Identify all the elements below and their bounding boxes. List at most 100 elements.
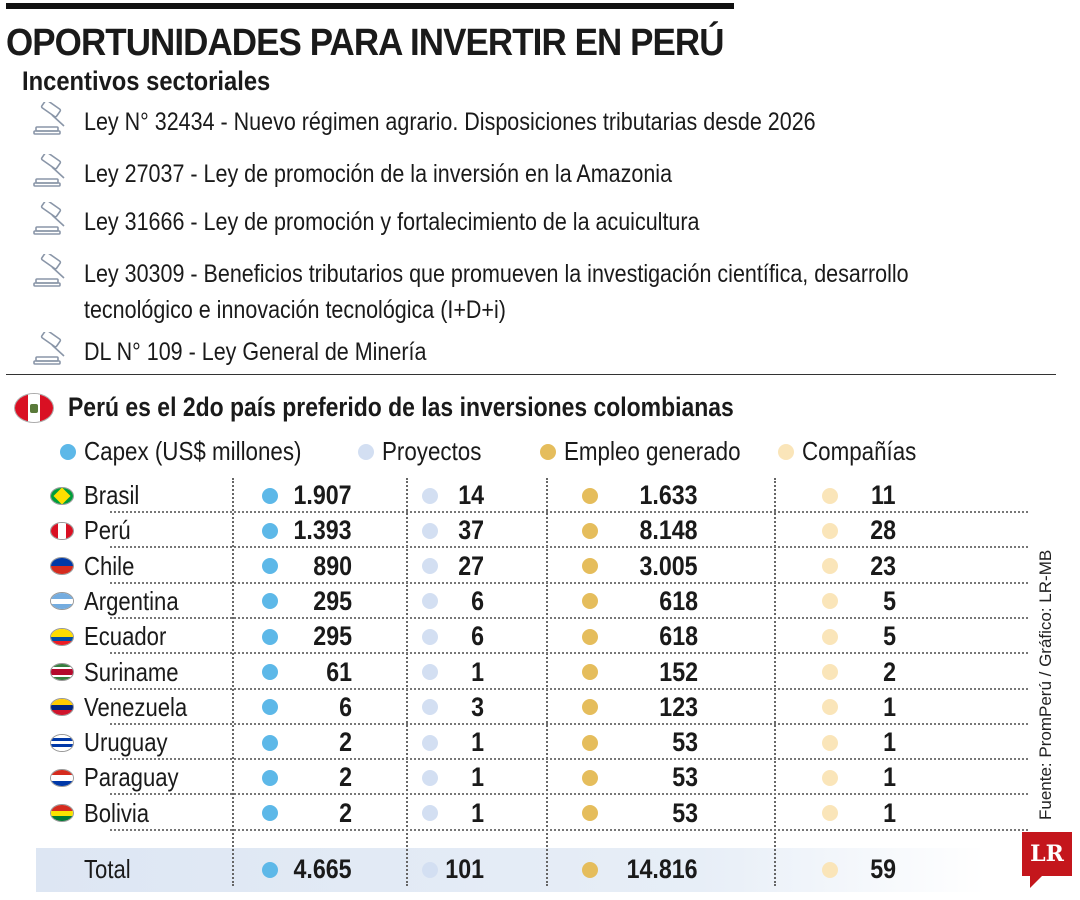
companias-value: 5 [883,585,896,616]
capex-value: 6 [339,691,352,722]
empleo-cell: 8.148 [578,513,698,548]
legend-label: Empleo generado [564,436,741,466]
column-divider [546,478,548,886]
value-dot-icon [822,619,838,654]
legend-item: Compañías [778,436,935,467]
table-row: Brasil 1.907 14 1.633 11 [40,478,1030,513]
table-row: Chile 890 27 3.005 23 [40,549,1030,584]
value-dot-icon [262,584,278,619]
companias-value: 23 [870,550,896,581]
empleo-value: 618 [659,621,698,652]
value-dot-icon [582,852,598,887]
proyectos-value: 1 [471,797,484,828]
table-row: Venezuela 6 3 123 1 [40,690,1030,725]
value-dot-icon [422,513,438,548]
law-item: Ley N° 32434 - Nuevo régimen agrario. Di… [32,99,1080,140]
capex-cell: 295 [232,619,352,654]
capex-value: 2 [339,797,352,828]
value-dot-icon [262,690,278,725]
country-flag-icon [50,557,74,576]
value-dot-icon [262,725,278,760]
legend-label: Capex (US$ millones) [84,436,302,466]
companias-value: 11 [871,480,896,510]
proyectos-value: 37 [458,515,484,546]
column-divider [232,478,234,886]
legend-dot-icon [358,443,374,460]
value-dot-icon [582,725,598,760]
law-item: Ley 30309 - Beneficios tributarios que p… [32,251,1080,328]
proyectos-cell: 27 [364,549,484,584]
country-name: Bolivia [84,797,150,828]
capex-value: 890 [313,550,352,581]
value-dot-icon [262,796,278,831]
value-dot-icon [582,549,598,584]
empleo-value: 1.633 [639,480,698,510]
table-row: Bolivia 2 1 53 1 [40,796,1030,831]
capex-value: 1.393 [293,515,352,546]
empleo-value: 123 [659,691,698,722]
companias-value: 5 [883,621,896,652]
country-flag-icon [50,804,74,823]
proyectos-cell: 14 [364,478,484,513]
capex-cell: 6 [232,690,352,725]
table-row: Ecuador 295 6 618 5 [40,619,1030,655]
value-dot-icon [262,549,278,584]
companias-cell: 23 [776,549,896,584]
lr-logo: LR [1022,832,1072,876]
companias-cell: 1 [776,760,896,795]
country-cell: Bolivia [50,796,161,831]
empleo-value: 152 [659,656,698,687]
proyectos-value: 101 [445,854,484,884]
column-divider [406,478,408,886]
capex-value: 2 [339,727,352,758]
legend-label: Compañías [802,436,917,466]
companias-cell: 1 [776,690,896,725]
companias-value: 2 [883,656,896,687]
country-cell: Suriname [50,655,195,690]
country-flag-icon [50,486,74,505]
gavel-icon [32,199,76,236]
capex-cell: 2 [232,760,352,795]
value-dot-icon [822,725,838,760]
country-name: Chile [84,550,135,581]
country-name: Paraguay [84,762,179,793]
section-subtitle: Incentivos sectoriales [22,66,271,96]
total-label: Total [84,854,131,884]
legend-label: Proyectos [382,436,482,466]
peru-flag-icon [14,393,54,423]
proyectos-cell: 1 [364,796,484,831]
proyectos-cell: 1 [364,760,484,795]
country-name: Brasil [84,480,140,510]
table-row: Paraguay 2 1 53 1 [40,760,1030,796]
value-dot-icon [582,760,598,795]
proyectos-value: 27 [458,550,484,581]
capex-cell: 890 [232,549,352,584]
empleo-cell: 123 [578,690,698,725]
proyectos-value: 1 [471,762,484,793]
proyectos-value: 6 [471,621,484,652]
proyectos-cell: 1 [364,725,484,760]
companias-cell: 1 [776,725,896,760]
empleo-value: 3.005 [639,550,698,581]
country-name: Venezuela [84,691,188,722]
value-dot-icon [822,513,838,548]
companias-value: 28 [870,515,896,546]
capex-cell: 4.665 [232,852,352,887]
empleo-cell: 53 [578,760,698,795]
proyectos-cell: 6 [364,619,484,654]
value-dot-icon [262,852,278,887]
legend-dot-icon [60,443,76,460]
country-name: Suriname [84,656,179,687]
value-dot-icon [822,852,838,887]
value-dot-icon [262,478,278,513]
capex-cell: 1.393 [232,513,352,548]
companias-cell: 1 [776,796,896,831]
proyectos-value: 1 [471,727,484,758]
value-dot-icon [262,760,278,795]
value-dot-icon [262,655,278,690]
country-flag-icon [50,768,74,787]
value-dot-icon [422,760,438,795]
legend-item: Proyectos [358,436,498,467]
value-dot-icon [422,725,438,760]
value-dot-icon [422,690,438,725]
